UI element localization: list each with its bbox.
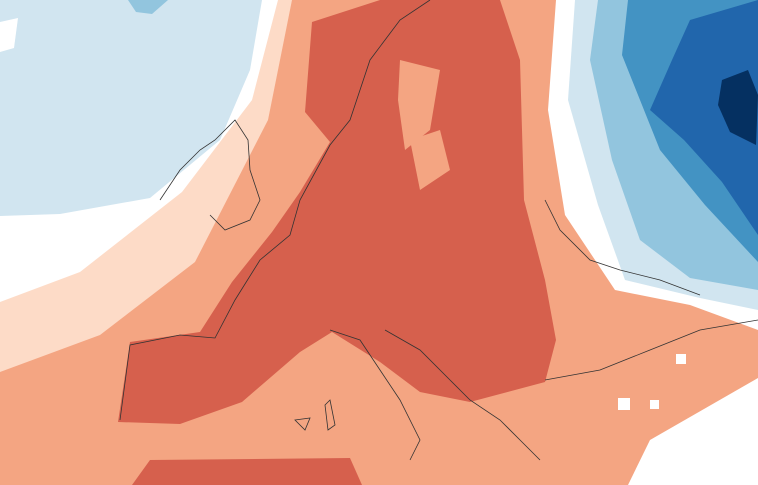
island: [294, 417, 311, 431]
coastline: [119, 0, 431, 421]
cool-patch: [128, 0, 168, 14]
neutral-patch: [0, 18, 18, 52]
light-cool-area: [0, 0, 262, 216]
strong-cool-area: [650, 0, 758, 235]
coastline: [544, 199, 701, 296]
neutral-patch: [618, 398, 630, 410]
island: [324, 399, 336, 431]
coastline: [329, 329, 421, 461]
warm-area: [398, 60, 440, 150]
neutral-patch: [676, 354, 686, 364]
very-strong-cool-area: [718, 70, 758, 145]
strong-warm-area: [118, 0, 556, 424]
warm-area: [410, 130, 450, 190]
coastline: [159, 119, 261, 231]
coastline: [384, 329, 541, 461]
neutral-band: [628, 378, 758, 485]
coastline: [544, 319, 758, 381]
strong-warm-area: [132, 458, 362, 485]
neutral-patch: [650, 400, 659, 409]
